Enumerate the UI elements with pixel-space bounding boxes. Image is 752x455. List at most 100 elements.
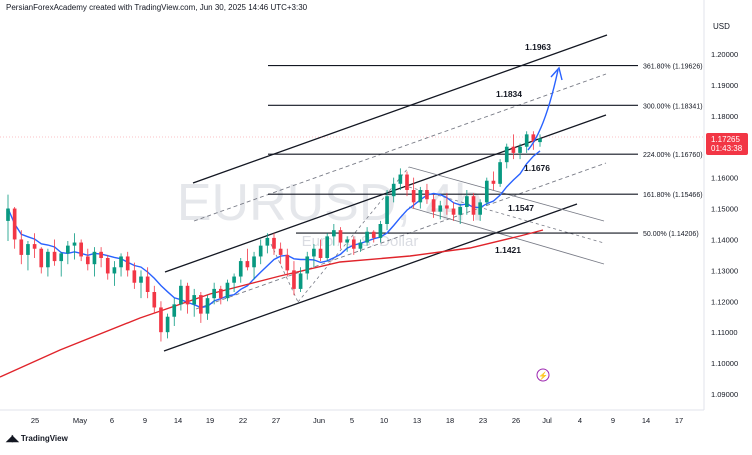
candle-body — [85, 256, 90, 265]
candle-body — [6, 208, 10, 221]
current-price-badge[interactable] — [706, 133, 748, 155]
candle-body — [199, 295, 203, 314]
candle-body — [112, 267, 117, 274]
time-tick-label: Jun — [313, 416, 325, 425]
fib-level-label: 361.80% (1.19626) — [643, 64, 703, 71]
fibonacci-extension[interactable]: 361.80% (1.19626) 300.00% (1.18341) 224.00… — [268, 64, 703, 239]
candle-body — [172, 304, 177, 317]
candle-body — [12, 208, 17, 240]
candle-body — [205, 298, 210, 314]
swing-dashed-1[interactable] — [270, 243, 299, 303]
projection-arrow[interactable] — [527, 69, 559, 151]
candle-body — [498, 162, 502, 184]
tradingview-brand: TradingView — [20, 434, 68, 443]
fib-level-label: 300.00% (1.18341) — [643, 103, 703, 110]
candle-body — [484, 180, 489, 203]
projection-arrowhead-icon — [550, 66, 563, 81]
candle-body — [431, 199, 436, 212]
candle-body — [252, 256, 256, 268]
channel-upper-line[interactable] — [192, 34, 608, 184]
currency-label: USD — [713, 22, 730, 31]
candle-body — [19, 239, 24, 255]
current-price-value: 1.17265 — [711, 135, 740, 144]
time-tick-label: 27 — [272, 416, 280, 425]
event-icon[interactable] — [536, 368, 550, 382]
candle-body — [511, 146, 516, 153]
price-tick-label: 1.20000 — [711, 50, 738, 59]
candle-body — [139, 276, 143, 283]
price-tick-label: 1.12000 — [711, 297, 738, 306]
candle-body — [179, 285, 183, 305]
candle-body — [218, 288, 223, 299]
candle-body — [265, 237, 270, 246]
time-tick-label: Jul — [542, 416, 552, 425]
candle-body — [245, 261, 250, 268]
price-annotation: 1.1963 — [525, 42, 551, 52]
candle-body — [445, 205, 449, 209]
candle-body — [531, 134, 536, 143]
candle-body — [79, 242, 83, 257]
moving-average-fast — [7, 150, 541, 309]
channel-dashed-lower[interactable] — [195, 162, 607, 310]
moving-average-slow — [0, 229, 544, 378]
time-tick-label: 14 — [642, 416, 650, 425]
swing-dashed-2[interactable] — [297, 166, 410, 303]
candle-body — [305, 256, 310, 274]
price-tick-label: 1.09000 — [711, 390, 738, 399]
fib-level-label: 161.80% (1.15466) — [643, 192, 703, 199]
candle-body — [538, 138, 542, 143]
tradingview-logo-icon: ◢◣ — [6, 433, 19, 443]
price-tick-label: 1.14000 — [711, 235, 738, 244]
candle-body — [398, 174, 403, 184]
price-tick-label: 1.18000 — [711, 112, 738, 121]
fib-level-label: 224.00% (1.16760) — [643, 152, 703, 159]
price-annotation: 1.1834 — [496, 89, 522, 99]
channel-lower-line[interactable] — [163, 203, 578, 352]
candle-body — [425, 190, 429, 200]
time-axis[interactable]: 25 May 6 9 14 19 22 27 Jun 5 10 13 18 23 26 Jul 4 9 14 17 — [31, 416, 683, 425]
candle-body — [285, 254, 290, 271]
candle-body — [92, 251, 97, 265]
candle-body — [318, 248, 323, 258]
candle-body — [99, 251, 103, 258]
price-tick-label: 1.15000 — [711, 205, 738, 214]
time-tick-label: 26 — [512, 416, 520, 425]
fib-level-label: 50.00% (1.14206) — [643, 231, 699, 238]
candle-body — [292, 270, 296, 289]
candle-body — [132, 270, 137, 283]
candle-body — [298, 273, 303, 289]
time-tick-label: 23 — [479, 416, 487, 425]
price-tick-label: 1.11000 — [711, 328, 738, 337]
flag-lower-line[interactable] — [408, 206, 605, 265]
candle-body — [504, 146, 509, 163]
time-tick-label: 22 — [239, 416, 247, 425]
price-tick-label: 1.13000 — [711, 266, 738, 275]
flag-mid-dashed[interactable] — [408, 186, 605, 244]
channel-dashed-upper[interactable] — [193, 73, 607, 222]
candle-body — [32, 244, 37, 249]
candle-body — [165, 316, 170, 333]
candles — [6, 131, 542, 342]
time-tick-label: 19 — [206, 416, 214, 425]
price-annotation: 1.1547 — [508, 203, 534, 213]
time-tick-label: 25 — [31, 416, 39, 425]
candle-body — [358, 242, 363, 249]
candle-body — [405, 174, 409, 190]
candle-body — [72, 242, 77, 246]
candle-body — [325, 236, 330, 258]
candle-body — [119, 256, 123, 268]
candle-body — [238, 261, 243, 277]
candle-body — [378, 224, 383, 238]
candle-body — [312, 248, 316, 257]
candle-body — [232, 276, 236, 283]
candle-body — [159, 307, 163, 333]
time-tick-label: May — [73, 416, 87, 425]
tradingview-logo[interactable]: ◢◣ TradingView — [6, 433, 68, 444]
candle-body — [185, 285, 190, 305]
watermark-description: Euro / U.S. Dollar — [302, 233, 419, 250]
candle-body — [438, 205, 443, 212]
price-axis[interactable]: 1.200001.190001.180001.170001.160001.150… — [711, 50, 738, 399]
time-tick-label: 9 — [143, 416, 147, 425]
